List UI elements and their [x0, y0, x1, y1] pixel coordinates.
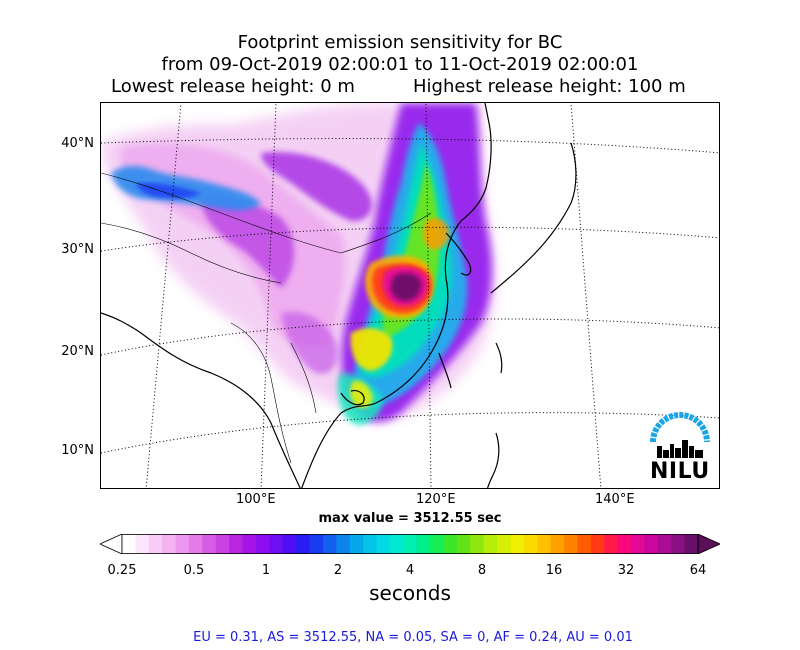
lat-label-10n: 10°N: [61, 443, 94, 458]
lat-label-20n: 20°N: [61, 344, 94, 359]
coastlines: [101, 103, 577, 488]
footprint-field: [101, 103, 496, 425]
colorbar-segment: [175, 534, 190, 554]
colorbar-tick-label: 4: [405, 563, 415, 578]
highest-release-height: Highest release height: 100 m: [413, 76, 686, 97]
colorbar-segment: [322, 534, 337, 554]
colorbar-segment: [644, 534, 659, 554]
colorbar-segment: [282, 534, 297, 554]
colorbar-segment: [430, 534, 444, 554]
colorbar-tick-label: 16: [545, 563, 563, 578]
colorbar: [100, 534, 720, 554]
colorbar-segment: [456, 534, 471, 554]
colorbar-segment: [135, 534, 150, 554]
colorbar-segment: [590, 534, 605, 554]
map-svg: [101, 103, 719, 488]
lat-label-30n: 30°N: [61, 242, 94, 257]
colorbar-segment: [523, 534, 538, 554]
colorbar-segment: [202, 534, 217, 554]
colorbar-segment: [255, 534, 270, 554]
colorbar-segment: [604, 534, 619, 554]
colorbar-over-extension: [697, 534, 720, 554]
lon-label-100e: 100°E: [236, 492, 276, 507]
colorbar-segment: [336, 534, 351, 554]
colorbar-border: [121, 534, 699, 554]
colorbar-segment: [577, 534, 592, 554]
colorbar-tick-label: 32: [617, 563, 635, 578]
colorbar-segment: [617, 534, 632, 554]
colorbar-segment: [564, 534, 578, 554]
colorbar-tick-label: 0.5: [183, 563, 205, 578]
lat-label-40n: 40°N: [61, 136, 94, 151]
region-stats: EU = 0.31, AS = 3512.55, NA = 0.05, SA =…: [193, 630, 633, 645]
colorbar-segment: [550, 534, 565, 554]
colorbar-segment: [188, 534, 203, 554]
colorbar-tick-label: 1: [261, 563, 271, 578]
colorbar-segment: [215, 534, 230, 554]
colorbar-segment: [162, 534, 177, 554]
plot-title-line2: from 09-Oct-2019 02:00:01 to 11-Oct-2019…: [161, 54, 639, 75]
colorbar-segment: [296, 534, 311, 554]
colorbar-segment: [363, 534, 378, 554]
colorbar-tick-label: 2: [333, 563, 343, 578]
colorbar-tick-label: 0.25: [107, 563, 137, 578]
colorbar-segment: [309, 534, 324, 554]
colorbar-segment: [657, 534, 672, 554]
nilu-logo-text: NILU: [650, 459, 710, 484]
colorbar-segment: [443, 534, 458, 554]
colorbar-segment: [229, 534, 244, 554]
colorbar-under-extension: [100, 534, 123, 554]
colorbar-segment: [349, 534, 364, 554]
colorbar-segment: [510, 534, 525, 554]
colorbar-segment: [497, 534, 511, 554]
colorbar-segment: [376, 534, 391, 554]
colorbar-units: seconds: [369, 581, 451, 605]
colorbar-tick-label: 64: [689, 563, 707, 578]
colorbar-segment: [537, 534, 552, 554]
colorbar-segment: [684, 534, 699, 554]
lowest-release-height: Lowest release height: 0 m: [111, 76, 355, 97]
colorbar-segment: [403, 534, 418, 554]
colorbar-segment: [671, 534, 686, 554]
colorbar-segment: [470, 534, 485, 554]
colorbar-segment: [148, 534, 163, 554]
colorbar-tick-label: 8: [477, 563, 487, 578]
country-borders: [101, 172, 432, 464]
max-value-label: max value = 3512.55 sec: [318, 511, 502, 526]
nilu-logo-icon: [650, 412, 710, 458]
plot-title-line1: Footprint emission sensitivity for BC: [237, 32, 563, 53]
colorbar-segment: [416, 534, 431, 554]
lon-label-120e: 120°E: [416, 492, 456, 507]
colorbar-segment: [269, 534, 284, 554]
colorbar-segment: [389, 534, 404, 554]
lon-label-140e: 140°E: [595, 492, 635, 507]
colorbar-segment: [122, 534, 136, 554]
colorbar-segment: [483, 534, 498, 554]
colorbar-segment: [242, 534, 257, 554]
colorbar-segment: [631, 534, 645, 554]
footprint-map: [100, 102, 720, 489]
graticule: [101, 103, 719, 488]
